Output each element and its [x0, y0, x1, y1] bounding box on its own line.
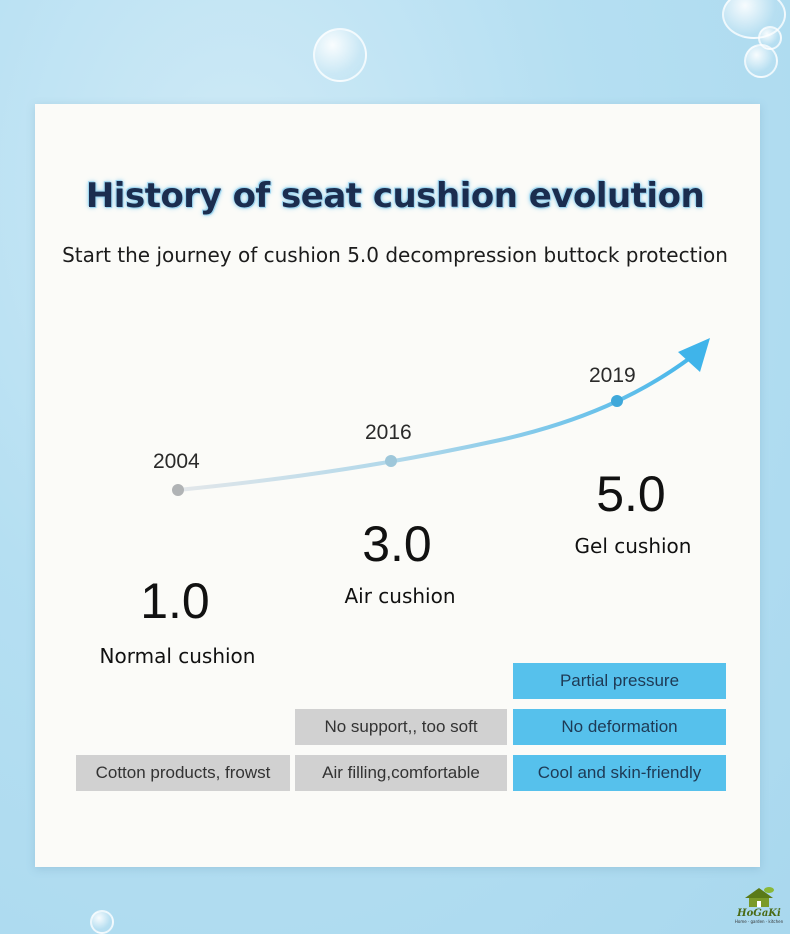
water-bubble-decoration [744, 44, 778, 78]
page-subtitle: Start the journey of cushion 5.0 decompr… [62, 243, 728, 267]
house-leaf-icon [745, 887, 774, 907]
timeline-dot-2004 [172, 484, 184, 496]
page-title: History of seat cushion evolution [85, 176, 705, 216]
version-number-1: 1.0 [140, 573, 210, 629]
version-number-3: 3.0 [362, 516, 432, 572]
timeline-dot-2019 [611, 395, 623, 407]
version-name-3: Air cushion [344, 584, 456, 608]
feature-cell-gel: Cool and skin-friendly [513, 755, 726, 791]
year-label-2019: 2019 [589, 364, 636, 387]
feature-cell-air: No support,, too soft [295, 709, 507, 745]
brand-name: HoGaKi [737, 908, 781, 919]
brand-tagline: Home · garden · kitchen [734, 919, 784, 924]
timeline-dot-2016 [385, 455, 397, 467]
water-bubble-decoration [90, 910, 114, 934]
arrow-head-icon [678, 338, 710, 372]
year-label-2004: 2004 [153, 450, 200, 473]
version-number-5: 5.0 [596, 466, 666, 522]
growth-curve-line [176, 356, 692, 492]
year-label-2016: 2016 [365, 421, 412, 444]
brand-logo: HoGaKi Home · garden · kitchen [728, 884, 790, 934]
feature-cell-gel: No deformation [513, 709, 726, 745]
version-name-1: Normal cushion [99, 644, 256, 668]
feature-cell-air: Air filling,comfortable [295, 755, 507, 791]
version-name-5: Gel cushion [574, 534, 692, 558]
feature-cell-gel: Partial pressure [513, 663, 726, 699]
feature-cell-normal: Cotton products, frowst [76, 755, 290, 791]
water-bubble-decoration [313, 28, 367, 82]
water-bubble-decoration [758, 26, 782, 50]
